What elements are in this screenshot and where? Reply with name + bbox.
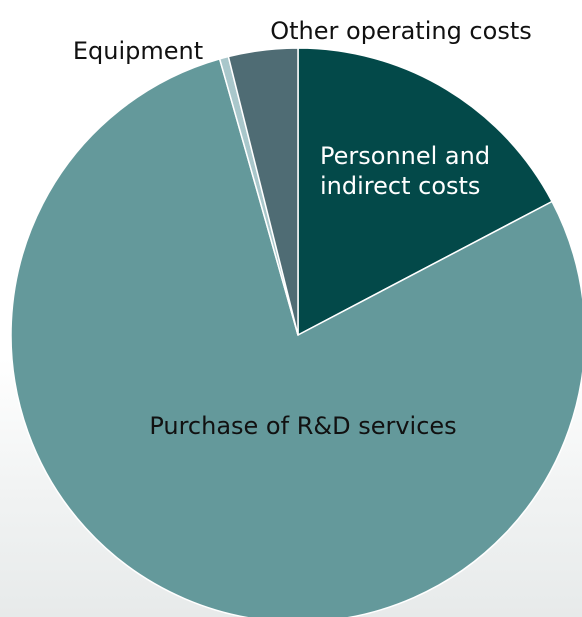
- pie-slice-other-operating-costs: [227, 47, 299, 336]
- slice-label-equipment: Equipment: [73, 37, 203, 65]
- slice-label-line: indirect costs: [320, 172, 480, 200]
- slice-label-personnel-and-indirect-costs: Personnel and indirect costs: [320, 142, 490, 200]
- pie-slices: [10, 47, 582, 617]
- pie-labels: Personnel and indirect costs Purchase of R…: [73, 17, 532, 440]
- pie-slice-personnel-and-indirect-costs: [297, 47, 553, 336]
- slice-label-line: Equipment: [73, 37, 203, 65]
- pie-slice-purchase-of-r-d-services: [10, 58, 582, 617]
- slice-label-line: Personnel and: [320, 142, 490, 170]
- slice-label-purchase-of-r-d-services: Purchase of R&D services: [149, 412, 456, 440]
- slice-label-other-operating-costs: Other operating costs: [270, 17, 531, 45]
- slice-label-line: Purchase of R&D services: [149, 412, 456, 440]
- slice-label-line: Other operating costs: [270, 17, 531, 45]
